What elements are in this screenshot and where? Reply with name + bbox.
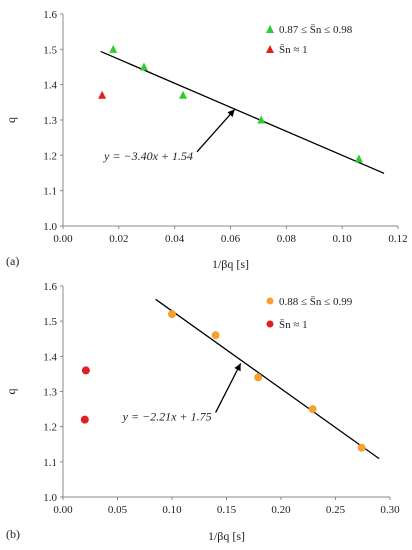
y-tick-label: 1.1 (43, 186, 57, 198)
y-tick-label: 1.6 (43, 9, 57, 21)
fit-line (100, 50, 385, 174)
y-axis-label: q (4, 389, 18, 395)
x-tick-label: 0.00 (53, 233, 73, 245)
data-point-series-0 (354, 154, 363, 163)
x-tick-label: 0.25 (326, 504, 346, 516)
x-tick-label: 0.08 (277, 233, 297, 245)
y-tick-label: 1.4 (43, 351, 57, 363)
data-point-series-1 (80, 415, 89, 424)
y-tick-label: 1.2 (43, 150, 57, 162)
data-point-series-0 (139, 62, 148, 71)
y-axis-label: q (4, 117, 18, 123)
data-point-series-0 (109, 44, 118, 53)
x-tick-label: 0.12 (388, 233, 407, 245)
chart-panel-a: 1.0 1.1 1.2 1.3 1.4 1.5 1.6 0.00 0.02 0.04 0.06 0.0… (4, 9, 408, 271)
x-axis-label: 1/βq [s] (208, 529, 245, 543)
legend-marker (266, 320, 274, 328)
data-point-series-0 (357, 443, 366, 452)
x-tick-label: 0.05 (108, 504, 128, 516)
data-point-series-0 (308, 405, 317, 414)
data-point-series-0 (168, 310, 176, 319)
legend-label: S̄n ≈ 1 (279, 44, 308, 56)
y-tick-label: 1.0 (43, 221, 57, 233)
chart-panel-b: 1.0 1.1 1.2 1.3 1.4 1.5 1.6 0.00 0.05 0.10 0.15 0.2… (4, 281, 400, 543)
x-tick-label: 0.10 (162, 504, 182, 516)
data-point-series-1 (98, 90, 107, 99)
data-point-series-0 (257, 115, 266, 124)
y-tick-label: 1.1 (43, 457, 57, 469)
y-tick-label: 1.3 (43, 115, 57, 127)
y-tick-label: 1.0 (43, 492, 57, 504)
legend-marker (266, 45, 274, 53)
data-point-series-0 (179, 90, 188, 99)
data-point-series-0 (254, 373, 263, 382)
y-tick-label: 1.6 (43, 281, 57, 293)
x-tick-label: 0.10 (333, 233, 353, 245)
fit-equation-label: y = −3.40x + 1.54 (103, 149, 193, 163)
x-tick-label: 0.30 (380, 504, 400, 516)
annotation-arrow-shaft (196, 108, 236, 153)
x-tick-label: 0.15 (217, 504, 237, 516)
y-tick-label: 1.5 (43, 44, 57, 56)
legend-marker (266, 25, 274, 33)
y-tick-label: 1.4 (43, 80, 57, 92)
annotation-arrow-head (227, 109, 235, 117)
annotation-arrow-shaft (215, 363, 242, 413)
x-tick-label: 0.20 (271, 504, 291, 516)
fit-line (155, 298, 380, 460)
x-tick-label: 0.00 (53, 504, 73, 516)
y-tick-label: 1.3 (43, 387, 57, 399)
data-point-series-0 (211, 331, 220, 340)
fit-equation-label: y = −2.21x + 1.75 (122, 410, 212, 424)
x-tick-label: 0.04 (165, 233, 185, 245)
data-point-series-1 (81, 366, 90, 375)
x-axis-label: 1/βq [s] (212, 257, 249, 271)
legend-label: S̄n ≈ 1 (279, 319, 308, 331)
legend-label: 0.88 ≤ S̄n ≤ 0.99 (279, 296, 353, 308)
y-tick-label: 1.5 (43, 316, 57, 328)
legend-label: 0.87 ≤ S̄n ≤ 0.98 (279, 24, 353, 36)
panel-label: (a) (6, 254, 19, 268)
legend-marker (266, 297, 274, 305)
x-tick-label: 0.06 (221, 233, 241, 245)
annotation-arrow-head (234, 363, 241, 372)
y-tick-label: 1.2 (43, 422, 57, 434)
x-tick-label: 0.02 (109, 233, 128, 245)
panel-label: (b) (6, 527, 20, 541)
